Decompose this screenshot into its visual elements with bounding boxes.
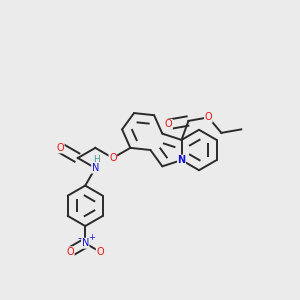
Text: O: O <box>56 143 64 153</box>
Text: H: H <box>93 155 100 164</box>
Text: O: O <box>165 119 172 129</box>
Text: O: O <box>109 153 117 163</box>
Text: N: N <box>178 155 186 165</box>
Text: O: O <box>67 247 74 257</box>
Text: -: - <box>78 233 82 243</box>
Text: N: N <box>82 238 89 248</box>
Text: O: O <box>96 247 104 257</box>
Text: O: O <box>205 112 212 122</box>
Text: +: + <box>88 233 95 242</box>
Text: N: N <box>92 163 99 173</box>
